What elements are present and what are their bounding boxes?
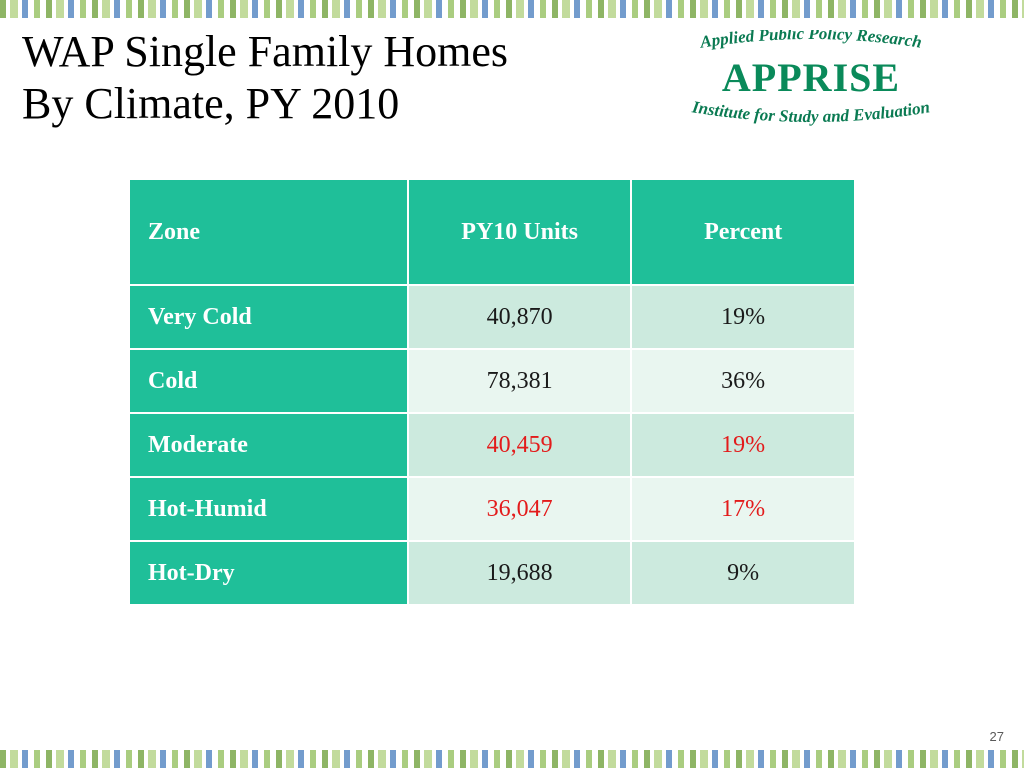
row-units: 78,381 <box>409 350 630 412</box>
row-zone: Moderate <box>130 414 407 476</box>
row-percent: 17% <box>632 478 854 540</box>
row-zone: Very Cold <box>130 286 407 348</box>
table-row: Hot-Dry19,6889% <box>130 542 854 604</box>
row-percent: 19% <box>632 414 854 476</box>
decorative-border-bottom <box>0 750 1024 768</box>
logo-brand: APPRISE <box>626 58 996 98</box>
row-percent: 19% <box>632 286 854 348</box>
row-zone: Hot-Humid <box>130 478 407 540</box>
page-number: 27 <box>990 729 1004 744</box>
climate-zone-table: Zone PY10 Units Percent Very Cold40,8701… <box>128 178 856 606</box>
col-units: PY10 Units <box>409 180 630 284</box>
table-row: Very Cold40,87019% <box>130 286 854 348</box>
row-units: 19,688 <box>409 542 630 604</box>
svg-text:Applied Public Policy Research: Applied Public Policy Research <box>698 30 923 52</box>
table-row: Moderate40,45919% <box>130 414 854 476</box>
table-header-row: Zone PY10 Units Percent <box>130 180 854 284</box>
logo-arc-bottom: Institute for Study and Evaluation <box>626 98 996 128</box>
col-percent: Percent <box>632 180 854 284</box>
row-zone: Cold <box>130 350 407 412</box>
decorative-border-top <box>0 0 1024 18</box>
table-row: Cold78,38136% <box>130 350 854 412</box>
row-units: 40,870 <box>409 286 630 348</box>
row-units: 36,047 <box>409 478 630 540</box>
row-percent: 36% <box>632 350 854 412</box>
table-row: Hot-Humid36,04717% <box>130 478 854 540</box>
row-units: 40,459 <box>409 414 630 476</box>
page-title: WAP Single Family HomesBy Climate, PY 20… <box>22 26 508 130</box>
svg-text:Institute for Study and Evalua: Institute for Study and Evaluation <box>690 98 931 126</box>
apprise-logo: Applied Public Policy Research APPRISE I… <box>626 30 996 130</box>
row-percent: 9% <box>632 542 854 604</box>
table-body: Very Cold40,87019%Cold78,38136%Moderate4… <box>130 286 854 604</box>
row-zone: Hot-Dry <box>130 542 407 604</box>
col-zone: Zone <box>130 180 407 284</box>
